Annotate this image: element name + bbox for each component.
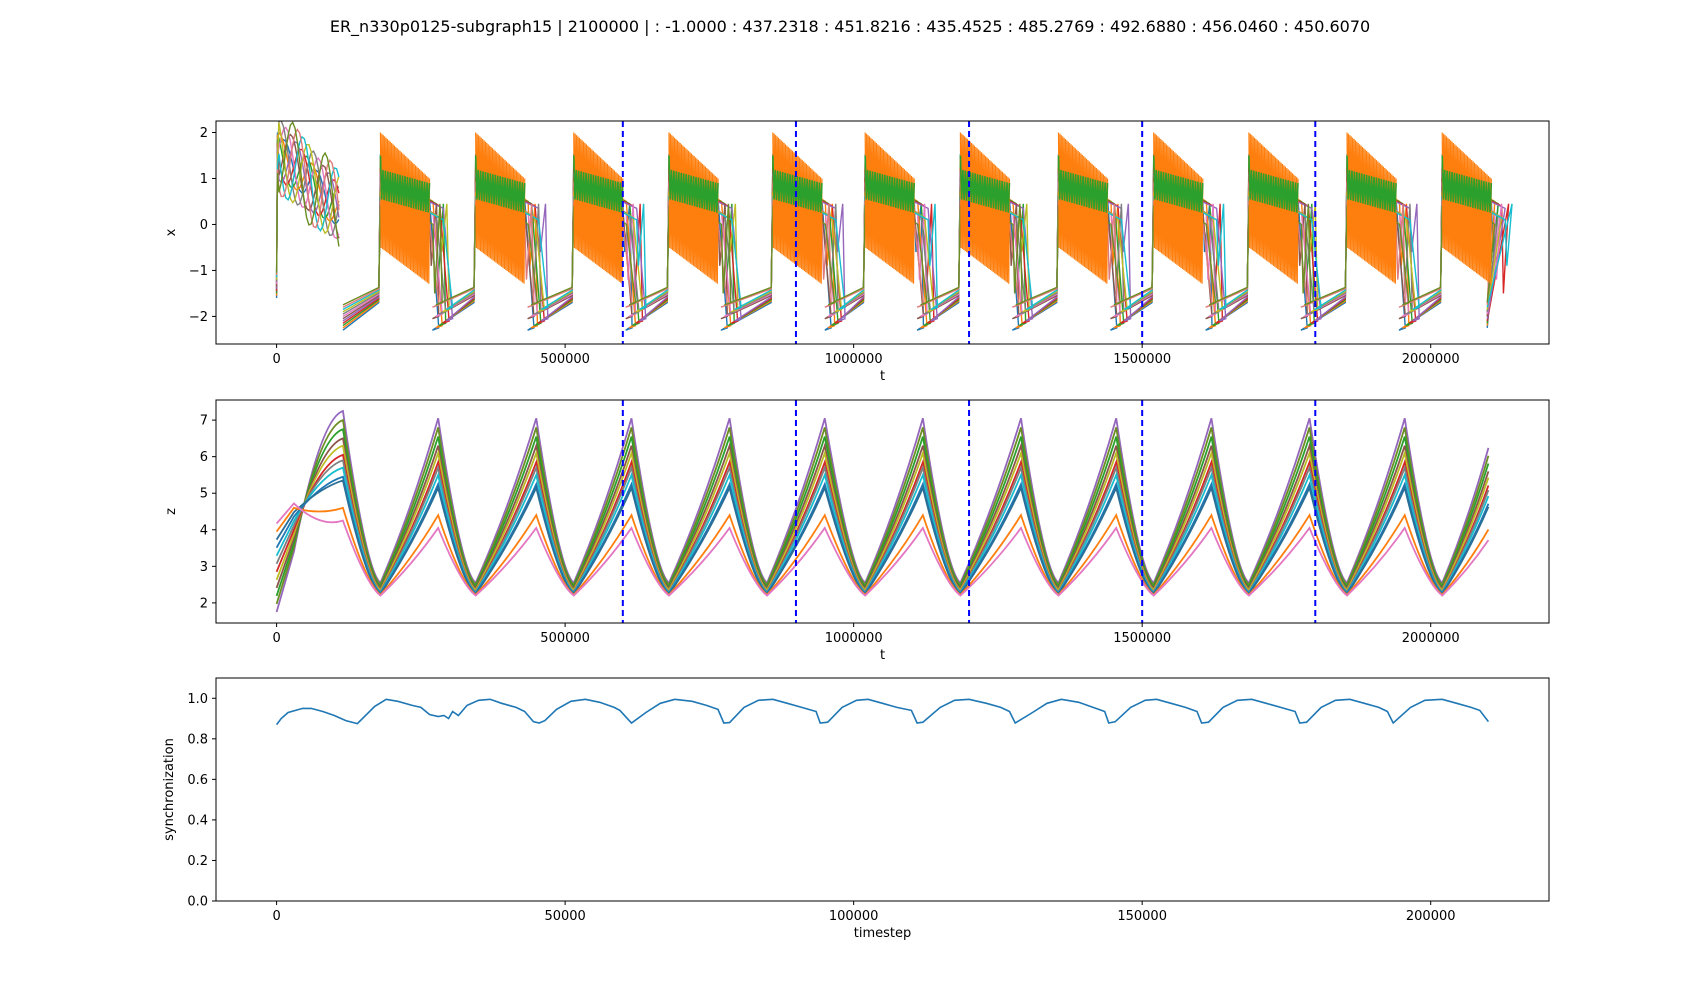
x-trace (342, 163, 1499, 327)
x-tick-label: 500000 (540, 631, 590, 646)
z-trace (275, 437, 1490, 590)
x-trace (342, 200, 1493, 308)
x-burst-envelope (379, 155, 431, 213)
axes-frame (215, 120, 1550, 345)
y-axis-label: z (164, 508, 179, 515)
figure-title: ER_n330p0125-subgraph15 | 2100000 | : -1… (330, 17, 1370, 37)
y-tick-label: 2 (200, 126, 208, 141)
z-trace (275, 502, 1490, 597)
y-tick-label: 1 (200, 172, 208, 187)
x-burst-oscillation (1153, 132, 1204, 284)
z-trace (275, 506, 1490, 597)
z-trace (275, 466, 1490, 594)
x-tick-label: 2000000 (1402, 631, 1460, 646)
x-tick-label: 0 (272, 352, 280, 367)
x-burst-oscillation (959, 132, 1011, 284)
plot-area (275, 121, 1513, 344)
x-trace-transient (275, 122, 340, 280)
x-tick-label: 500000 (540, 352, 590, 367)
x-burst-envelope (1248, 155, 1299, 213)
x-tick-label: 1000000 (825, 352, 883, 367)
x-burst-oscillation (1248, 132, 1299, 284)
y-axis-label: synchronization (162, 738, 177, 841)
z-trace (275, 409, 1490, 613)
x-burst-envelope (1057, 155, 1109, 213)
x-tick-label: 0 (272, 631, 280, 646)
chart-panel-2: 0 500000 1000000 1500000 2000000 2 3 4 5 6 7 t z (164, 399, 1550, 663)
x-trace (342, 158, 1496, 329)
x-tick-label: 150000 (1117, 909, 1167, 924)
synchronization-line (275, 698, 1490, 726)
y-tick-label: 7 (200, 414, 208, 429)
y-tick-label: 4 (200, 523, 208, 538)
x-trace (342, 202, 1496, 306)
y-tick-label: 0.2 (187, 854, 208, 869)
x-trace-transient (275, 121, 340, 282)
y-tick-label: −1 (189, 264, 208, 279)
x-burst-oscillation (379, 132, 431, 284)
x-axis-label: t (880, 648, 885, 663)
x-trace-transient (275, 121, 340, 273)
x-burst-envelope (1441, 155, 1493, 213)
x-burst-oscillation (1057, 132, 1109, 284)
x-burst-oscillation (1346, 132, 1397, 284)
x-tick-label: 1500000 (1113, 631, 1171, 646)
z-trace (275, 428, 1490, 597)
y-tick-label: −2 (189, 310, 208, 325)
x-tick-label: 1500000 (1113, 352, 1171, 367)
y-axis-label: x (164, 228, 179, 236)
x-burst-envelope (572, 155, 624, 213)
x-tick-label: 0 (272, 909, 280, 924)
x-burst-oscillation (1441, 132, 1492, 284)
chart-panel-1: 0 500000 1000000 1500000 2000000 −2 −1 0 1 2 t x (164, 120, 1550, 384)
x-burst-envelope (864, 155, 916, 213)
y-tick-label: 2 (200, 596, 208, 611)
x-axis-label: timestep (854, 926, 912, 941)
x-tick-label: 200000 (1406, 909, 1456, 924)
axes-frame (215, 399, 1550, 624)
y-tick-label: 3 (200, 560, 208, 575)
x-burst-envelope (772, 155, 823, 213)
x-tick-label: 100000 (829, 909, 879, 924)
z-trace (275, 418, 1490, 605)
y-tick-label: 0 (200, 218, 208, 233)
x-burst-oscillation (772, 132, 823, 284)
x-axis-label: t (880, 369, 885, 384)
z-trace (275, 444, 1490, 592)
x-burst-oscillation (573, 132, 624, 284)
chart-panel-3: 0 50000 100000 150000 200000 0.0 0.2 0.4 0.6 0.8 1… (162, 677, 1550, 941)
x-tick-label: 50000 (544, 909, 585, 924)
y-tick-label: 0.8 (187, 732, 208, 747)
y-tick-label: 1.0 (187, 692, 208, 707)
y-tick-label: 0.4 (187, 813, 208, 828)
y-tick-label: 5 (200, 487, 208, 502)
x-trace-transient (275, 143, 340, 292)
x-burst-oscillation (864, 132, 915, 284)
x-burst-envelope (1152, 155, 1204, 213)
x-trace-transient (275, 126, 340, 285)
plot-area (275, 698, 1490, 726)
x-burst-envelope (474, 155, 526, 213)
x-burst-oscillation (475, 132, 526, 284)
x-trace (342, 186, 1499, 315)
y-tick-label: 0.6 (187, 773, 208, 788)
x-trace-transient (275, 140, 340, 289)
x-trace (342, 172, 1506, 322)
x-tick-label: 1000000 (825, 631, 883, 646)
x-burst-envelope (668, 155, 719, 213)
x-trace-transient (275, 135, 340, 278)
x-burst-oscillation (668, 132, 719, 284)
x-trace-transient (275, 133, 340, 287)
y-tick-label: 6 (200, 450, 208, 465)
x-tick-label: 2000000 (1402, 352, 1460, 367)
plot-area (275, 400, 1490, 623)
z-trace (275, 479, 1490, 596)
axes-frame (215, 677, 1550, 902)
x-burst-envelope (1346, 155, 1397, 213)
y-tick-label: 0.0 (187, 895, 208, 910)
